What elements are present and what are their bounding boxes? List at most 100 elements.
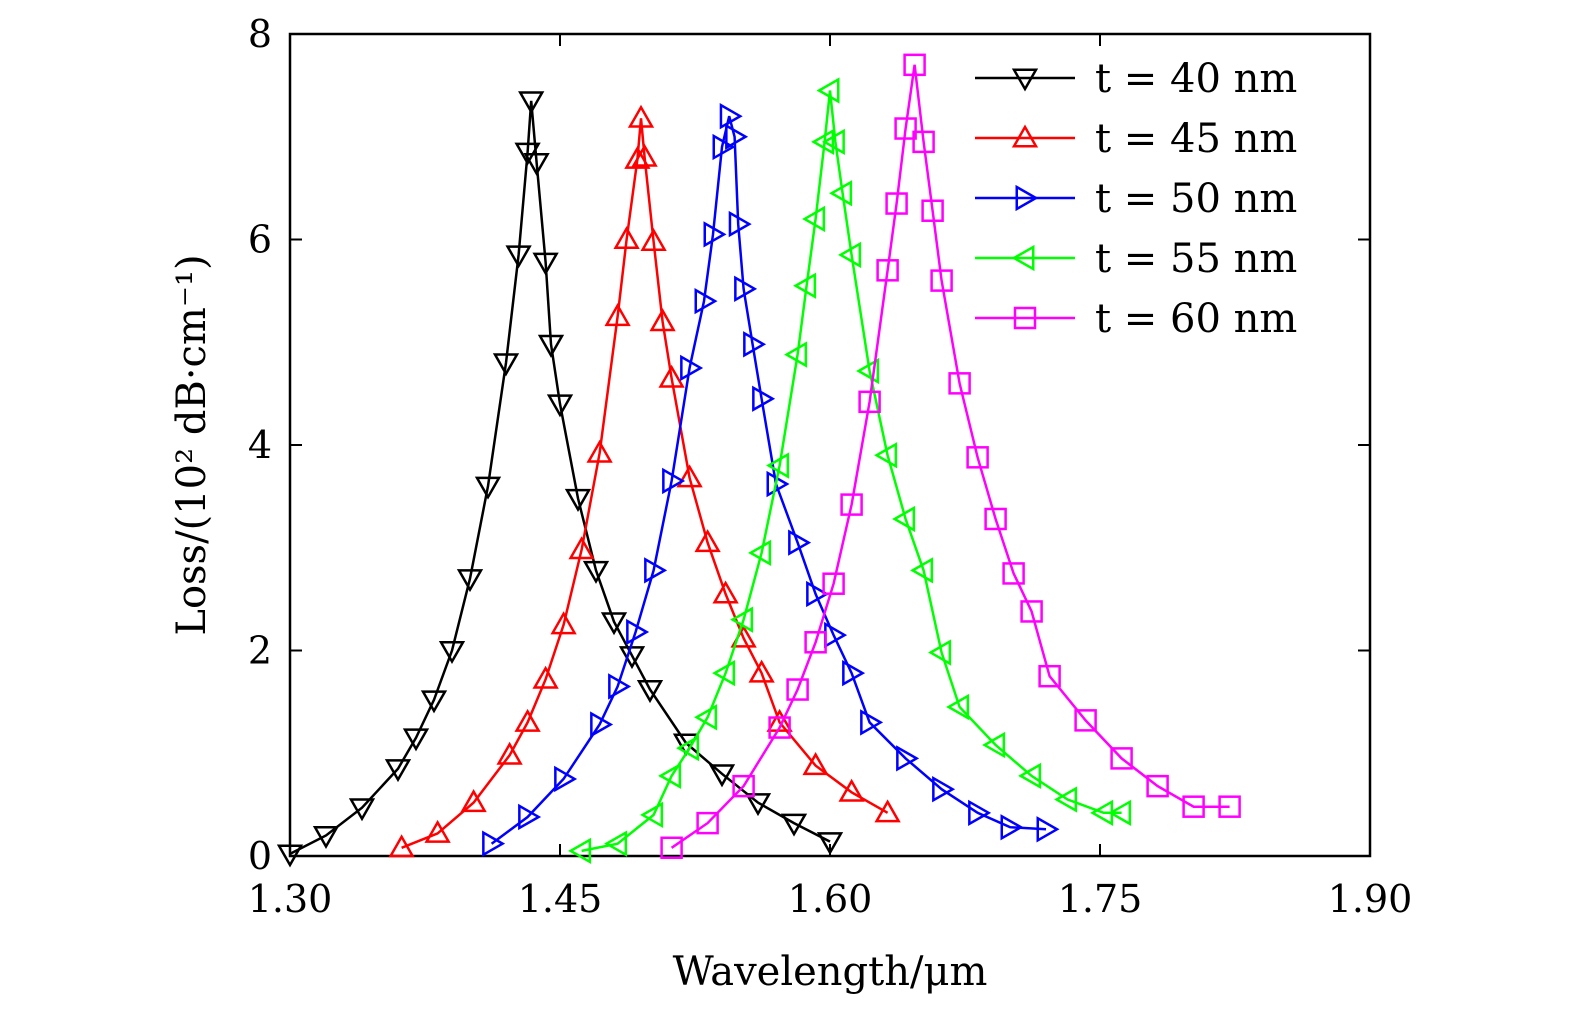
data-point (874, 442, 898, 469)
legend-label: t = 45 nm (1095, 116, 1297, 162)
data-point (860, 709, 884, 736)
data-point (568, 837, 592, 865)
data-point (420, 690, 448, 714)
data-point (590, 711, 614, 738)
x-tick-label: 1.30 (248, 877, 333, 921)
data-point (874, 799, 901, 823)
data-point (921, 199, 944, 222)
data-point (532, 252, 559, 276)
data-point (982, 731, 1006, 759)
legend-label: t = 40 nm (1095, 56, 1297, 102)
series-line (490, 115, 1047, 845)
data-point (894, 117, 917, 140)
data-point (438, 641, 466, 665)
legend-item: t = 40 nm (975, 56, 1297, 102)
data-point (840, 493, 863, 516)
data-point (624, 145, 651, 169)
y-tick-label: 4 (248, 423, 272, 467)
data-point (604, 303, 631, 327)
data-point (546, 394, 574, 418)
data-point (912, 130, 935, 154)
data-point (766, 452, 790, 479)
data-point (948, 372, 971, 395)
data-point (703, 221, 727, 248)
data-point (586, 439, 613, 463)
data-point (793, 272, 817, 299)
data-point (811, 128, 835, 156)
series-1 (276, 91, 844, 868)
data-point (694, 287, 718, 315)
legend-item: t = 45 nm (975, 116, 1297, 162)
data-point (788, 529, 812, 556)
data-point (743, 331, 767, 358)
data-point (514, 708, 541, 732)
y-tick-label: 8 (248, 12, 272, 56)
data-point (816, 832, 844, 856)
data-point (1110, 747, 1133, 770)
series-4 (568, 77, 1132, 865)
data-point (523, 152, 550, 176)
data-point (550, 611, 577, 635)
series-layer (276, 53, 1241, 868)
legend-label: t = 60 nm (1095, 296, 1297, 342)
data-point (626, 618, 650, 646)
data-point (1002, 562, 1025, 585)
series-5 (660, 53, 1241, 860)
data-point (748, 659, 775, 683)
data-point (876, 259, 899, 282)
data-point (744, 793, 772, 817)
data-point (402, 728, 430, 752)
data-point (892, 505, 916, 533)
data-point (821, 128, 845, 156)
data-point (694, 704, 718, 731)
data-point (1011, 244, 1035, 272)
x-tick-label: 1.90 (1328, 877, 1413, 921)
data-point (627, 104, 655, 128)
data-point (829, 180, 853, 207)
data-point (780, 813, 808, 837)
data-point (1108, 799, 1132, 826)
data-point (658, 364, 685, 388)
data-point (1054, 786, 1078, 813)
data-point (734, 275, 758, 302)
data-point (928, 639, 952, 666)
data-point (276, 844, 304, 868)
data-point (348, 798, 376, 822)
data-point (658, 762, 682, 790)
data-point (802, 205, 826, 233)
data-point (728, 210, 752, 238)
data-point (384, 759, 412, 783)
y-tick-label: 0 (248, 834, 272, 878)
data-point (1146, 774, 1169, 798)
data-point (712, 580, 739, 604)
data-point (537, 334, 565, 358)
data-point (932, 776, 956, 803)
data-point (968, 799, 992, 826)
data-point (636, 680, 664, 704)
legend: t = 40 nm t = 45 nm t = 50 nm t = 55 nm t = … (975, 56, 1297, 342)
data-point (838, 778, 865, 802)
data-point (842, 659, 866, 687)
data-point (492, 353, 520, 377)
data-point (564, 488, 592, 512)
data-point (662, 467, 686, 495)
y-tick-label: 2 (248, 629, 272, 673)
data-point (885, 192, 908, 215)
x-tick-label: 1.75 (1058, 877, 1143, 921)
data-point (1036, 816, 1060, 843)
data-point (474, 476, 502, 500)
data-point (1011, 68, 1039, 92)
y-tick-label: 6 (248, 218, 272, 262)
data-point (816, 77, 840, 104)
data-point (676, 734, 700, 762)
data-point (858, 390, 881, 414)
series-2 (388, 104, 901, 858)
data-point (518, 803, 542, 831)
data-point (712, 133, 736, 161)
data-point (694, 529, 721, 553)
y-axis-title: Loss/(10² dB·cm⁻¹) (169, 254, 215, 635)
x-tick-label: 1.60 (788, 877, 873, 921)
data-point (784, 341, 808, 368)
legend-item: t = 55 nm (975, 236, 1297, 282)
data-point (725, 123, 749, 150)
